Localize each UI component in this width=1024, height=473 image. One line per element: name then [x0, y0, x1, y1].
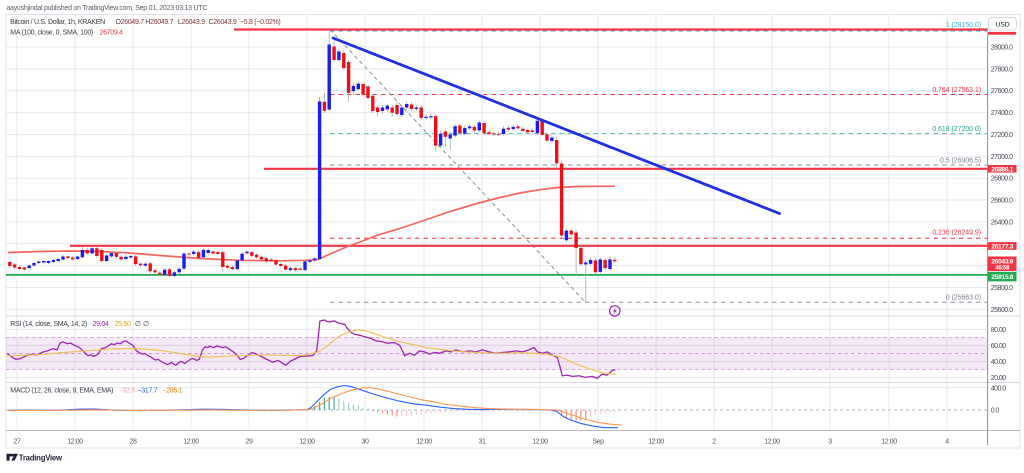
svg-text:1 (28150.0): 1 (28150.0) — [946, 22, 981, 29]
svg-text:29: 29 — [246, 438, 253, 445]
svg-text:4: 4 — [945, 438, 949, 445]
svg-text:Bitcoin / U.S. Dollar, 1h, KRA: Bitcoin / U.S. Dollar, 1h, KRAKEN O26049.… — [10, 19, 280, 26]
svg-text:12:00: 12:00 — [416, 438, 432, 445]
svg-text:12:00: 12:00 — [764, 438, 780, 445]
svg-text:0.236 (26249.9): 0.236 (26249.9) — [932, 230, 981, 237]
svg-text:26600.0: 26600.0 — [991, 198, 1013, 205]
svg-text:40.00: 40.00 — [991, 359, 1007, 366]
svg-text:60.00: 60.00 — [991, 343, 1007, 350]
svg-text:12:00: 12:00 — [881, 438, 897, 445]
svg-text:25600.0: 25600.0 — [991, 307, 1013, 314]
svg-text:25800.0: 25800.0 — [991, 285, 1013, 292]
svg-text:27200.0: 27200.0 — [991, 132, 1013, 139]
svg-text:12:00: 12:00 — [183, 438, 199, 445]
svg-text:27400.0: 27400.0 — [991, 110, 1013, 117]
svg-text:25915.8: 25915.8 — [991, 274, 1013, 281]
svg-text:MACD (12, 26, close, 9, EMA, E: MACD (12, 26, close, 9, EMA, EMA) −32.5 −3… — [10, 387, 182, 394]
svg-text:RSI (14, close, SMA, 14, 2)29.: RSI (14, close, SMA, 14, 2) 29.04 25.50 ∅ ∅ — [10, 321, 149, 328]
svg-text:12:00: 12:00 — [648, 438, 664, 445]
svg-text:27: 27 — [14, 438, 21, 445]
svg-text:27800.0: 27800.0 — [991, 66, 1013, 73]
svg-text:aayushjindal published on Trad: aayushjindal published on TradingView.co… — [6, 5, 207, 12]
svg-text:0.764 (27563.1): 0.764 (27563.1) — [932, 87, 981, 94]
svg-text:400.0: 400.0 — [991, 385, 1007, 392]
svg-text:30: 30 — [362, 438, 369, 445]
svg-text:20.00: 20.00 — [991, 375, 1007, 382]
svg-text:12:00: 12:00 — [532, 438, 548, 445]
svg-text:26886.1: 26886.1 — [991, 166, 1013, 173]
svg-text:2: 2 — [712, 438, 716, 445]
svg-text:28000.0: 28000.0 — [991, 45, 1013, 52]
svg-text:0.5 (26906.5): 0.5 (26906.5) — [940, 158, 981, 165]
svg-text:27600.0: 27600.0 — [991, 88, 1013, 95]
svg-text:28: 28 — [130, 438, 137, 445]
svg-text:26177.3: 26177.3 — [991, 244, 1013, 251]
svg-text:46:58: 46:58 — [995, 265, 1010, 272]
svg-text:Sep: Sep — [592, 438, 604, 445]
svg-text:26043.9: 26043.9 — [991, 258, 1013, 265]
svg-text:27000.0: 27000.0 — [991, 154, 1013, 161]
svg-text:31: 31 — [479, 438, 486, 445]
svg-text:80.00: 80.00 — [991, 327, 1007, 334]
svg-text:0 (25663.0): 0 (25663.0) — [946, 294, 981, 301]
svg-text:0.0: 0.0 — [991, 408, 1000, 415]
svg-text:12:00: 12:00 — [67, 438, 83, 445]
svg-text:USD: USD — [996, 21, 1010, 28]
svg-text:TradingView: TradingView — [19, 453, 63, 462]
svg-text:26400.0: 26400.0 — [991, 219, 1013, 226]
svg-text:12:00: 12:00 — [299, 438, 315, 445]
svg-text:MA (100, close, 0, SMA, 100)26: MA (100, close, 0, SMA, 100) 26709.4 — [10, 30, 123, 37]
svg-text:0.618 (27200.0): 0.618 (27200.0) — [932, 126, 981, 133]
svg-text:3: 3 — [828, 438, 832, 445]
svg-text:26800.0: 26800.0 — [991, 176, 1013, 183]
